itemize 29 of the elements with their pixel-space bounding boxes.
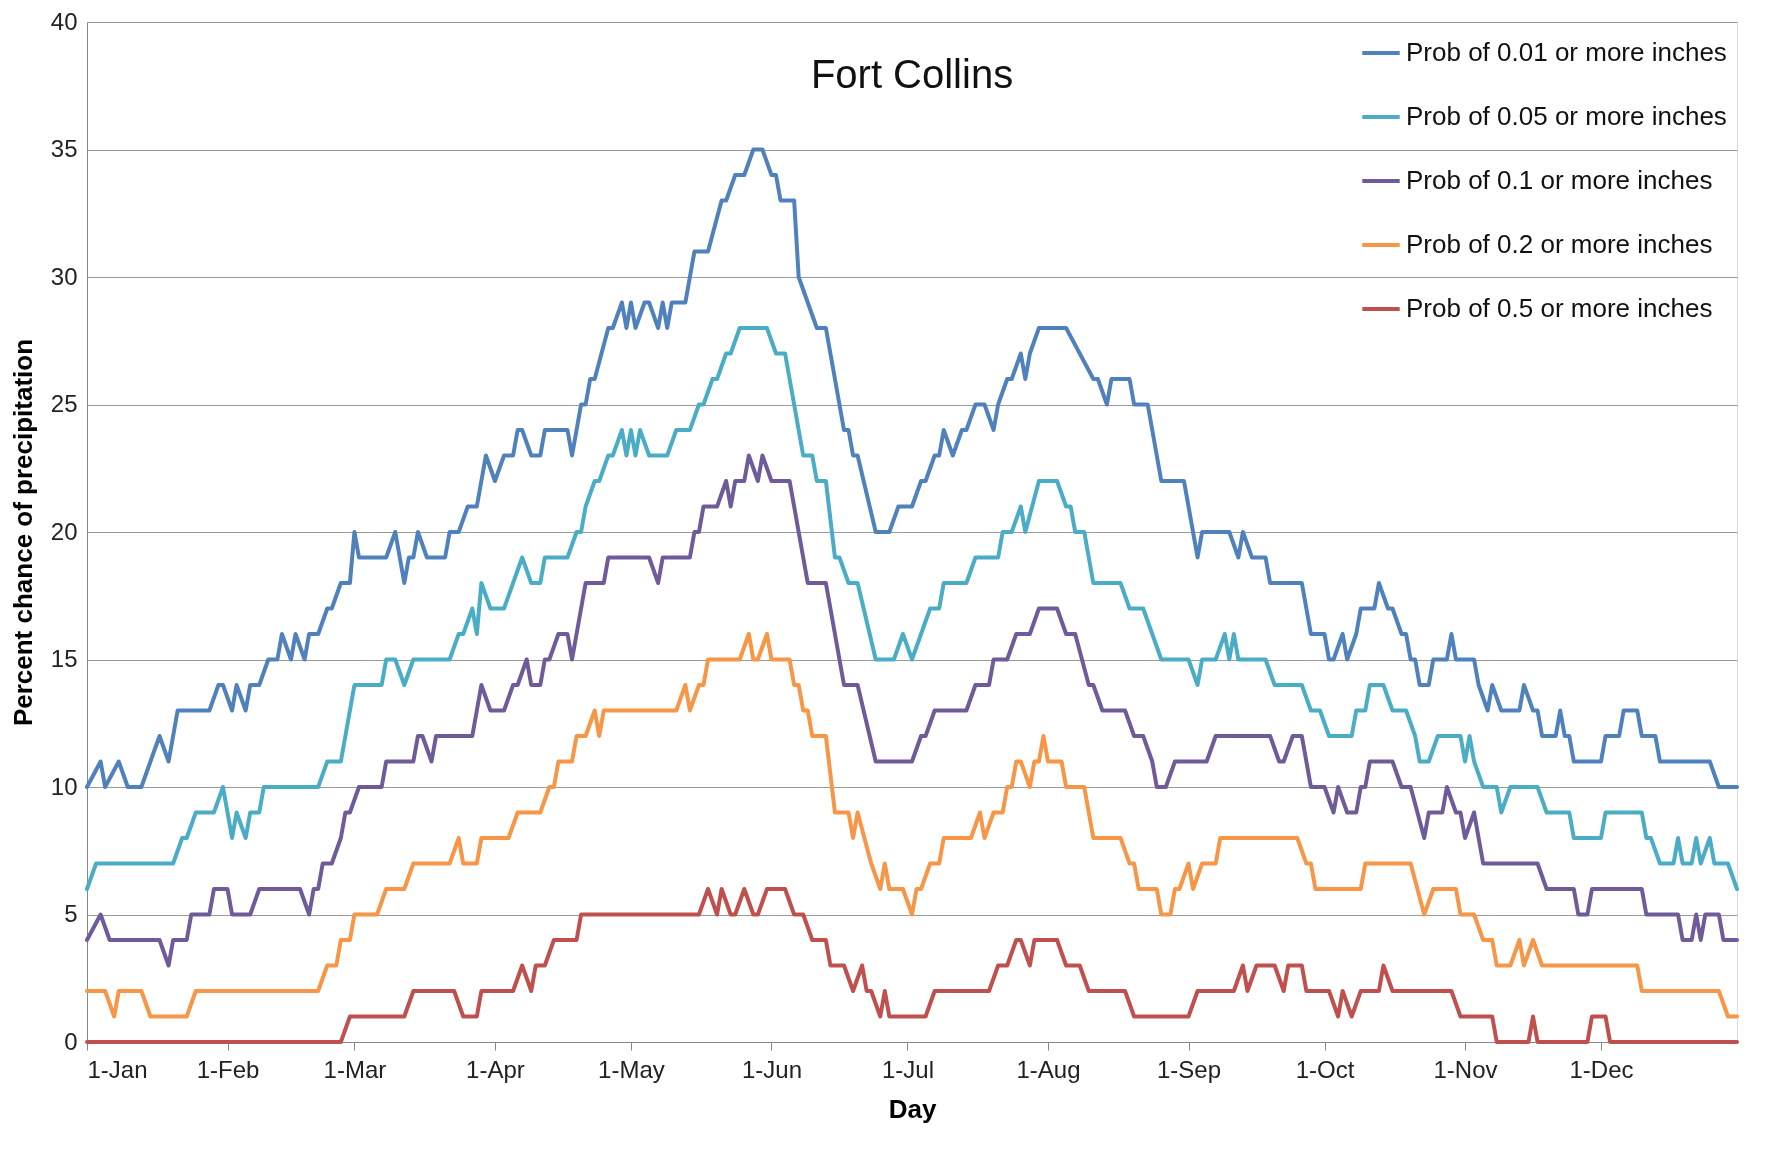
x-tick-label: 1-Dec [1569,1055,1634,1083]
legend-label: Prob of 0.05 or more inches [1406,101,1727,131]
legend-label: Prob of 0.5 or more inches [1406,293,1713,323]
x-tick-label: 1-Nov [1433,1055,1498,1083]
y-tick-label: 30 [50,262,78,290]
y-tick-label: 35 [50,135,78,162]
y-tick-label: 15 [50,645,78,672]
x-tick-label: 1-Jul [881,1055,934,1083]
x-tick-label: 1-Feb [196,1055,260,1083]
y-tick-label: 40 [50,7,78,35]
y-tick-label: 25 [50,390,78,417]
y-tick-label: 10 [50,772,78,800]
x-tick-label: 1-Apr [466,1055,525,1083]
x-tick-label: 1-Oct [1295,1055,1355,1083]
x-tick-label: 1-Sep [1156,1055,1222,1083]
x-tick-label: 1-Aug [1016,1055,1081,1083]
y-tick-label: 0 [64,1027,78,1055]
y-tick-label: 5 [64,900,78,927]
legend-label: Prob of 0.2 or more inches [1406,229,1713,259]
text: Fort Collins [810,52,1014,96]
x-tick-label: 1-Jan [87,1055,148,1083]
legend-label: Prob of 0.1 or more inches [1406,165,1713,195]
y-tick-label: 20 [50,517,78,545]
x-axis-title: Day [888,1093,937,1124]
x-tick-label: 1-May [598,1055,665,1083]
y-axis-title: Percent chance of precipitation [7,338,38,727]
legend-label: Prob of 0.01 or more inches [1406,37,1727,67]
x-tick-label: 1-Mar [323,1055,387,1083]
x-tick-label: 1-Jun [741,1055,802,1083]
